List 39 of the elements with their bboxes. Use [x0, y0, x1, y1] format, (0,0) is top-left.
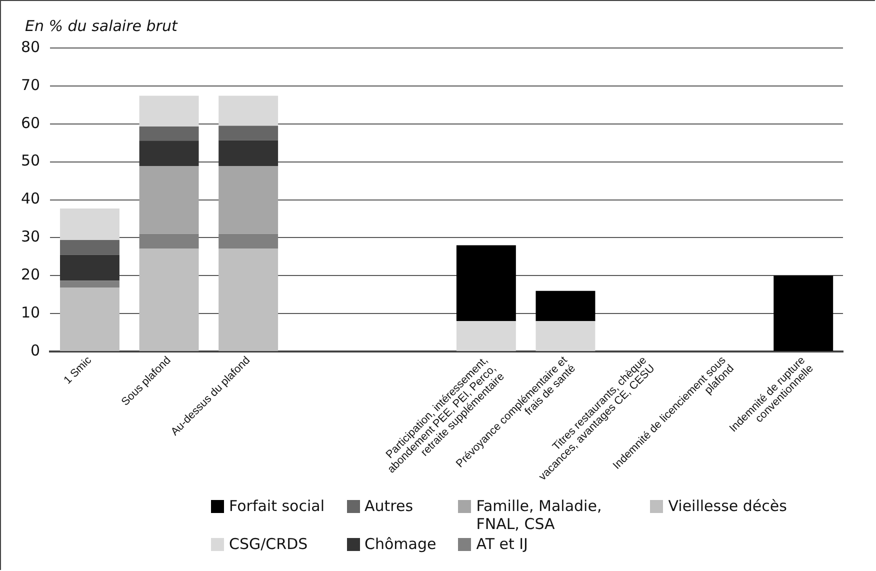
bar — [139, 248, 199, 352]
bar — [218, 234, 278, 249]
legend-label: Autres — [364, 497, 414, 515]
bar — [536, 290, 596, 322]
legend-label: Vieillesse décès — [668, 497, 787, 515]
bar — [139, 126, 199, 141]
bar — [218, 166, 278, 234]
legend-label: AT et IJ — [476, 535, 528, 553]
bar — [139, 140, 199, 166]
bar — [60, 208, 120, 240]
y-tick-label: 40 — [20, 190, 40, 208]
legend-label: CSG/CRDS — [229, 535, 308, 553]
y-axis-title: En % du salaire brut — [25, 17, 178, 35]
y-tick-label: 0 — [30, 341, 40, 360]
y-tick-label: 60 — [20, 114, 40, 132]
bar — [536, 321, 596, 352]
bar — [218, 126, 278, 140]
legend-label: Famille, Maladie, FNAL, CSA — [476, 497, 603, 533]
y-tick-label: 70 — [20, 76, 40, 94]
bar — [60, 280, 120, 288]
legend-label: Chômage — [364, 535, 436, 553]
bar — [139, 166, 199, 234]
legend-label: Forfait social — [229, 497, 324, 515]
bar — [218, 96, 278, 126]
bar — [774, 276, 834, 352]
bar — [60, 288, 120, 352]
bar — [456, 321, 516, 352]
bar — [139, 96, 199, 127]
y-tick-label: 20 — [20, 266, 40, 284]
bar — [139, 234, 199, 249]
bar — [60, 240, 120, 255]
y-tick-label: 80 — [20, 38, 40, 56]
bar — [218, 140, 278, 166]
y-tick-label: 50 — [20, 152, 40, 170]
bar — [218, 248, 278, 352]
y-tick-label: 10 — [20, 303, 40, 322]
bar — [60, 254, 120, 281]
y-tick-label: 30 — [20, 228, 40, 246]
bar — [456, 245, 516, 322]
